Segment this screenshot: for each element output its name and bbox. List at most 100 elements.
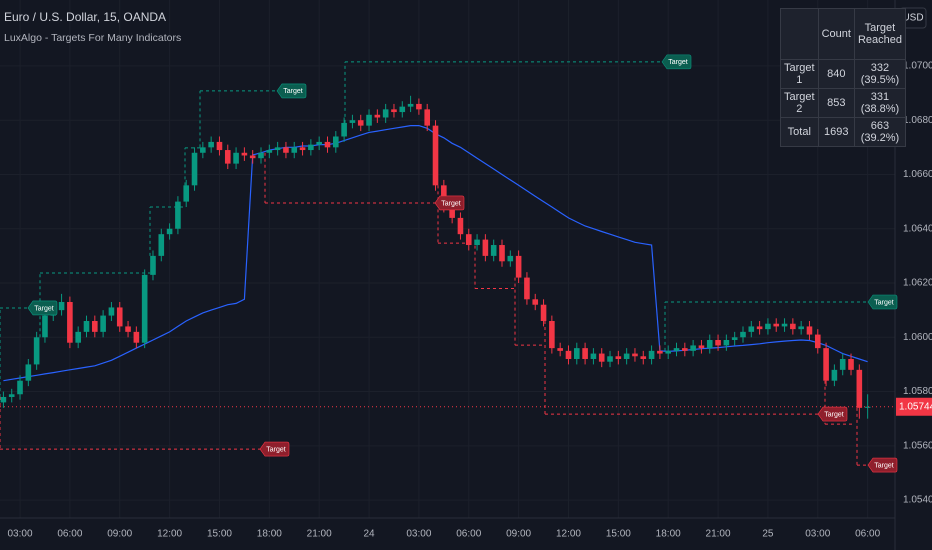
candle-body — [116, 307, 123, 327]
candle-body — [748, 326, 755, 332]
candle-body — [582, 348, 588, 359]
y-tick-label: 1.06000 — [903, 332, 932, 343]
x-tick-label: 03:00 — [406, 529, 431, 540]
candle-body — [283, 147, 289, 153]
candle-body — [0, 396, 7, 403]
candle-body — [92, 321, 98, 332]
candle-body — [233, 152, 239, 164]
candle-body — [191, 152, 198, 186]
target-label: Target — [34, 305, 54, 312]
candle-body — [856, 369, 863, 408]
candle-body — [864, 406, 871, 408]
candle-body — [316, 141, 322, 145]
candle-body — [224, 150, 231, 164]
table-header: Count — [817, 8, 855, 60]
candle-body — [823, 348, 829, 381]
candle-body — [640, 356, 647, 359]
x-tick-label: 21:00 — [307, 529, 332, 540]
candle-body — [100, 315, 106, 332]
candle-body — [349, 120, 356, 123]
x-tick-label: 06:00 — [57, 529, 82, 540]
candle-body — [814, 334, 821, 349]
candle-body — [682, 348, 688, 351]
candle-body — [540, 304, 547, 322]
candle-body — [274, 147, 281, 151]
candle-body — [499, 245, 505, 262]
x-tick-label: 12:00 — [556, 529, 581, 540]
currency: USD — [902, 13, 923, 24]
table-cell: Target 2 — [780, 88, 819, 118]
candle-body — [266, 150, 273, 153]
candle-body — [573, 348, 580, 359]
candle-body — [200, 147, 206, 153]
x-tick-label: 06:00 — [855, 529, 880, 540]
candle-body — [150, 255, 156, 275]
candle-body — [175, 201, 181, 229]
target-label: Target — [668, 59, 688, 66]
candle-body — [357, 120, 364, 126]
candle-body — [166, 228, 173, 235]
table-cell: 331 (38.8%) — [853, 88, 906, 118]
candle-body — [549, 321, 555, 349]
candle-body — [25, 364, 32, 381]
candle-body — [723, 339, 730, 346]
candle-body — [715, 339, 721, 346]
table-cell: 663 (39.2%) — [853, 117, 906, 147]
candle-body — [158, 234, 165, 256]
x-tick-label: 03:00 — [8, 529, 33, 540]
candle-body — [698, 345, 705, 349]
candle-body — [42, 315, 48, 338]
candle-body — [449, 207, 455, 218]
candle-body — [665, 350, 671, 354]
candle-body — [17, 380, 23, 395]
candle-body — [407, 103, 414, 107]
x-tick-label: 18:00 — [257, 529, 282, 540]
candle-body — [457, 217, 464, 235]
table-cell: 840 — [817, 59, 855, 89]
candle-body — [848, 358, 854, 370]
candle-body — [399, 106, 406, 113]
stats-table: Count Target Reached Target 1 840 332 (39.5… — [780, 8, 906, 147]
candle-body — [673, 348, 680, 351]
candle-body — [507, 255, 514, 262]
candle-body — [416, 103, 422, 110]
candle-body — [532, 299, 539, 305]
candle-body — [133, 331, 140, 343]
candle-body — [366, 114, 372, 126]
x-tick-label: 09:00 — [107, 529, 132, 540]
candle-body — [557, 348, 563, 351]
x-tick-label: 12:00 — [157, 529, 182, 540]
x-tick-label: 15:00 — [606, 529, 631, 540]
candle-body — [615, 356, 622, 359]
last-price-label: 1.05744 — [899, 401, 932, 412]
x-tick-label: 21:00 — [706, 529, 731, 540]
target-label: Target — [874, 462, 894, 469]
y-tick-label: 1.05800 — [903, 386, 932, 397]
candle-body — [216, 141, 223, 151]
x-tick-label: 15:00 — [207, 529, 232, 540]
candle-body — [241, 152, 248, 156]
target-tag — [867, 457, 898, 473]
y-tick-label: 1.06600 — [903, 169, 932, 180]
candle-body — [208, 141, 214, 148]
table-cell: Total — [780, 117, 819, 147]
candle-body — [83, 321, 90, 332]
candle-body — [324, 141, 331, 148]
candle-body — [465, 234, 472, 246]
candle-body — [432, 125, 439, 186]
chart-title: Euro / U.S. Dollar, 15, OANDA — [4, 10, 166, 24]
target-tag — [27, 300, 58, 316]
candle-body — [524, 277, 530, 300]
candle-body — [8, 394, 15, 397]
candle-body — [299, 147, 306, 151]
target-tag — [817, 406, 848, 422]
candle-body — [657, 350, 663, 354]
target-tag — [259, 441, 290, 457]
candle-body — [183, 185, 190, 202]
target-tag — [661, 54, 692, 70]
target-tag — [276, 83, 307, 99]
x-tick-label: 06:00 — [456, 529, 481, 540]
target-label: Target — [283, 88, 303, 95]
